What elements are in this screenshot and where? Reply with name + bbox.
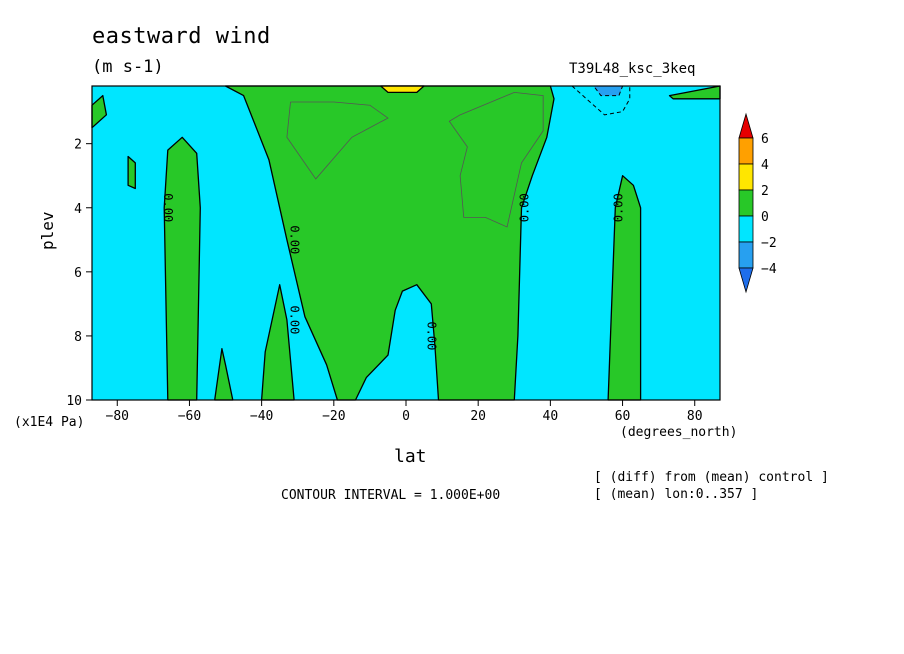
x-axis-units: (degrees_north) <box>620 425 738 440</box>
colorbar-box <box>738 163 754 191</box>
colorbar-label: 4 <box>761 158 769 173</box>
diff-note: [ (diff) from (mean) control ] <box>594 470 829 485</box>
negative-contour-line <box>571 85 631 116</box>
y-axis-label: plev <box>38 211 57 250</box>
contour-region-9 <box>593 85 624 97</box>
contour-region-1 <box>127 155 136 190</box>
colorbar-label: 0 <box>761 210 769 225</box>
x-tick-label: 40 <box>543 409 559 424</box>
contour-label: 0.00 <box>288 305 302 334</box>
contour-label: 0.00 <box>425 321 439 350</box>
contour-label: 0.00 <box>518 193 532 222</box>
contour-label: 0.00 <box>161 193 175 222</box>
contour-region-8 <box>380 85 425 94</box>
contour-label: 0.00 <box>612 193 626 222</box>
y-axis-units: (x1E4 Pa) <box>14 415 85 430</box>
x-tick-label: 20 <box>470 409 486 424</box>
x-tick-label: −20 <box>322 409 345 424</box>
y-tick-label: 4 <box>74 202 82 217</box>
colorbar-box <box>738 241 754 269</box>
x-tick-label: 60 <box>615 409 631 424</box>
x-tick-label: −80 <box>106 409 129 424</box>
chart-title: eastward wind <box>92 24 271 49</box>
y-tick-label: 6 <box>74 266 82 281</box>
y-tick-label: 10 <box>66 394 82 409</box>
colorbar-label: 6 <box>761 132 769 147</box>
contour-label: 0.00 <box>288 225 302 254</box>
x-tick-label: 0 <box>402 409 410 424</box>
x-tick-label: −60 <box>178 409 201 424</box>
contour-region-5 <box>224 85 555 401</box>
x-axis-label: lat <box>394 446 427 467</box>
x-tick-label: −40 <box>250 409 273 424</box>
contour-interval-text: CONTOUR INTERVAL = 1.000E+00 <box>281 488 501 503</box>
colorbar-label: −4 <box>761 262 777 277</box>
y-tick-label: 2 <box>74 138 82 153</box>
contour-region-2 <box>163 136 201 401</box>
run-label: T39L48_ksc_3keq <box>569 61 696 77</box>
colorbar-box <box>738 137 754 165</box>
colorbar-top-arrow <box>738 112 754 139</box>
mean-note: [ (mean) lon:0..357 ] <box>594 487 759 502</box>
chart-units: (m s-1) <box>92 57 164 77</box>
y-tick-label: 8 <box>74 330 82 345</box>
interior-contour-line <box>286 101 389 180</box>
colorbar-bottom-arrow <box>738 267 754 294</box>
colorbar-box <box>738 189 754 217</box>
colorbar-label: 2 <box>761 184 769 199</box>
colorbar-box <box>738 215 754 243</box>
colorbar-label: −2 <box>761 236 777 251</box>
interior-contour-line <box>448 91 544 228</box>
x-tick-label: 80 <box>687 409 703 424</box>
